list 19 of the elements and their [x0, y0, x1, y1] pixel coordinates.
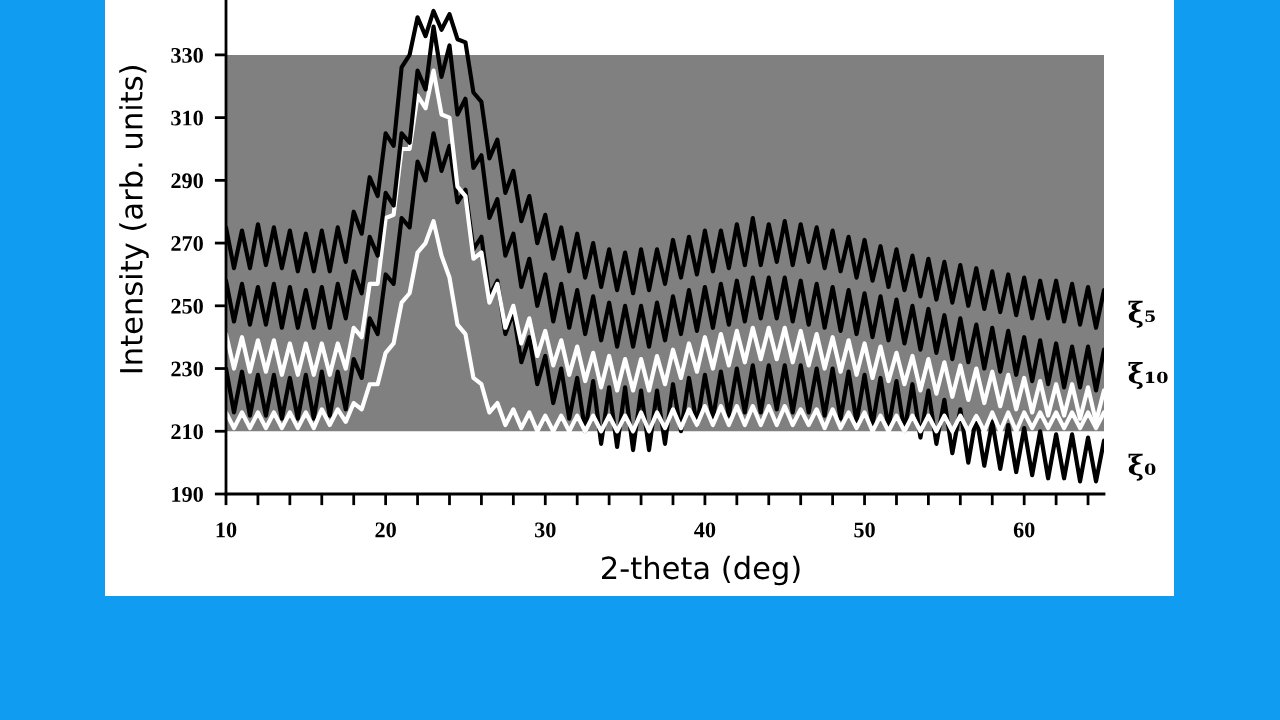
- series-label: ξ₀: [1128, 453, 1156, 481]
- y-tick-label: 190: [172, 486, 203, 502]
- x-tick-label: 60: [1013, 522, 1035, 538]
- x-tick-label: 50: [854, 522, 875, 538]
- y-tick-label: 270: [171, 236, 203, 252]
- x-tick-label: 10: [216, 522, 237, 538]
- y-tick-label: 230: [171, 361, 203, 377]
- y-tick-label: 330: [171, 47, 203, 63]
- y-tick-label: 250: [171, 298, 203, 314]
- x-tick-label: 30: [535, 522, 556, 538]
- y-tick-label: 290: [171, 173, 203, 189]
- x-tick-label: 20: [375, 522, 396, 538]
- series-label: ξ₅: [1128, 300, 1155, 328]
- x-axis-title: 2-theta (deg): [602, 555, 800, 586]
- y-tick-label: 310: [171, 110, 203, 126]
- y-tick-label: 210: [171, 424, 203, 440]
- series-label: ξ₁₀: [1128, 362, 1168, 389]
- y-axis-title: Intensity (arb. units): [119, 66, 149, 373]
- x-tick-label: 40: [694, 522, 716, 538]
